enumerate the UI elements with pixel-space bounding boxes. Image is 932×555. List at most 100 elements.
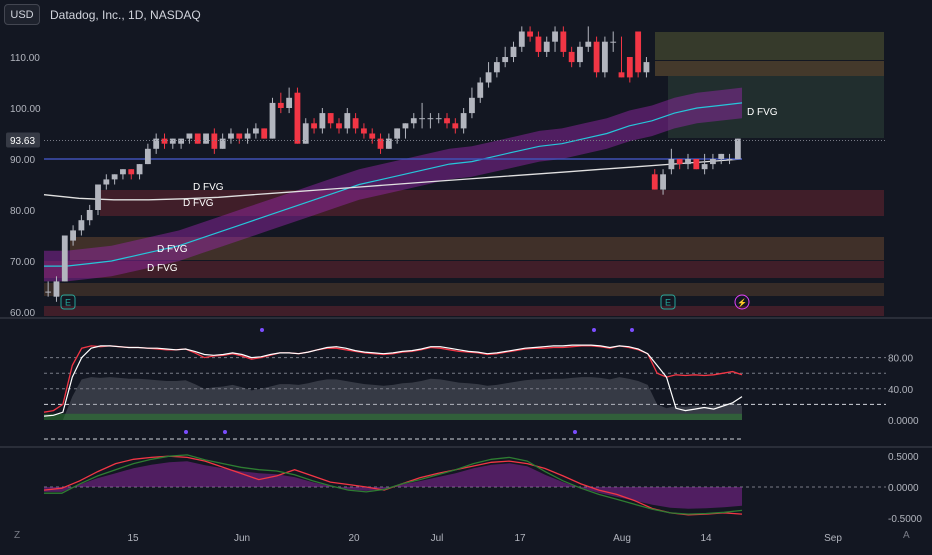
candle-body[interactable] bbox=[78, 220, 85, 231]
earnings-marker[interactable] bbox=[660, 294, 676, 310]
candle-body[interactable] bbox=[369, 133, 376, 139]
candle-body[interactable] bbox=[676, 159, 683, 165]
candle-body[interactable] bbox=[86, 210, 93, 221]
candle-body[interactable] bbox=[103, 179, 110, 185]
candle-body[interactable] bbox=[385, 138, 392, 149]
x-tick-label: Jun bbox=[234, 533, 250, 544]
candle-body[interactable] bbox=[269, 102, 276, 139]
candle-body[interactable] bbox=[70, 230, 76, 241]
candle-body[interactable] bbox=[410, 118, 417, 124]
candle-body[interactable] bbox=[128, 169, 135, 175]
candle-body[interactable] bbox=[169, 138, 176, 144]
candle-body[interactable] bbox=[444, 118, 450, 124]
lightning-icon[interactable] bbox=[734, 294, 750, 310]
earnings-marker[interactable] bbox=[60, 294, 76, 310]
candle-body[interactable] bbox=[120, 169, 126, 175]
candle-body[interactable] bbox=[302, 123, 309, 144]
candle-body[interactable] bbox=[469, 97, 475, 114]
candle-body[interactable] bbox=[502, 57, 509, 63]
candle-body[interactable] bbox=[277, 102, 284, 108]
candle-body[interactable] bbox=[327, 113, 334, 124]
candle-body[interactable] bbox=[361, 128, 367, 134]
candle-body[interactable] bbox=[552, 31, 558, 42]
candle-body[interactable] bbox=[618, 72, 625, 78]
candle-body[interactable] bbox=[560, 31, 567, 52]
candle-body[interactable] bbox=[585, 41, 592, 47]
zoom-button[interactable]: Z bbox=[14, 530, 21, 541]
candle-body[interactable] bbox=[144, 148, 151, 165]
candle-body[interactable] bbox=[626, 57, 633, 78]
candle-body[interactable] bbox=[136, 164, 143, 175]
candle-body[interactable] bbox=[685, 159, 691, 165]
candle-body[interactable] bbox=[286, 97, 293, 108]
candle-body[interactable] bbox=[319, 113, 326, 129]
currency-button[interactable]: USD bbox=[4, 4, 40, 25]
candle-body[interactable] bbox=[178, 138, 185, 144]
candle-body[interactable] bbox=[701, 164, 708, 170]
candle-body[interactable] bbox=[510, 46, 517, 57]
candle-body[interactable] bbox=[460, 113, 467, 129]
candle-body[interactable] bbox=[610, 41, 617, 43]
candle-body[interactable] bbox=[244, 133, 251, 139]
candle-body[interactable] bbox=[660, 174, 666, 190]
fvg-zone bbox=[655, 61, 884, 76]
signal-dot bbox=[184, 430, 188, 434]
candle-body[interactable] bbox=[352, 118, 359, 129]
candle-body[interactable] bbox=[710, 159, 716, 165]
candle-body[interactable] bbox=[493, 62, 500, 73]
candle-body[interactable] bbox=[394, 128, 401, 139]
fvg-label: D FVG bbox=[157, 244, 188, 255]
candle-body[interactable] bbox=[194, 133, 201, 144]
candle-body[interactable] bbox=[261, 128, 268, 139]
candle-body[interactable] bbox=[211, 133, 218, 149]
candle-body[interactable] bbox=[419, 118, 425, 120]
y-tick-label: 90.00 bbox=[10, 155, 35, 166]
candle-body[interactable] bbox=[668, 159, 675, 170]
candle-body[interactable] bbox=[543, 41, 550, 52]
candle-body[interactable] bbox=[311, 123, 317, 129]
candle-body[interactable] bbox=[718, 153, 725, 159]
candle-body[interactable] bbox=[643, 62, 650, 73]
candle-body[interactable] bbox=[435, 118, 442, 120]
candle-body[interactable] bbox=[518, 31, 525, 47]
auto-scale-button[interactable]: A bbox=[903, 530, 910, 541]
candle-body[interactable] bbox=[593, 41, 600, 73]
candle-body[interactable] bbox=[734, 138, 741, 159]
candle-body[interactable] bbox=[577, 46, 583, 63]
candle-body[interactable] bbox=[336, 123, 342, 129]
candle-body[interactable] bbox=[153, 138, 160, 149]
candle-body[interactable] bbox=[693, 159, 700, 170]
candle-body[interactable] bbox=[485, 72, 492, 83]
candle-body[interactable] bbox=[726, 159, 733, 160]
candle-body[interactable] bbox=[161, 138, 168, 144]
candle-body[interactable] bbox=[635, 31, 642, 73]
candle-body[interactable] bbox=[651, 174, 658, 190]
candle-body[interactable] bbox=[568, 51, 575, 63]
fvg-label: D FVG bbox=[747, 107, 778, 118]
candle-body[interactable] bbox=[527, 31, 534, 37]
candle-body[interactable] bbox=[601, 41, 608, 73]
candle-body[interactable] bbox=[219, 138, 226, 149]
candle-body[interactable] bbox=[294, 92, 301, 144]
candle-body[interactable] bbox=[95, 184, 101, 211]
candle-body[interactable] bbox=[45, 291, 52, 293]
candle-body[interactable] bbox=[344, 113, 351, 129]
candle-body[interactable] bbox=[477, 82, 484, 98]
candle-body[interactable] bbox=[203, 133, 209, 144]
candle-body[interactable] bbox=[427, 118, 434, 120]
candle-body[interactable] bbox=[452, 123, 459, 129]
signal-dot bbox=[223, 430, 227, 434]
candle-body[interactable] bbox=[61, 235, 68, 282]
candle-body[interactable] bbox=[111, 174, 118, 180]
candle-body[interactable] bbox=[186, 133, 193, 139]
candle-body[interactable] bbox=[53, 281, 60, 297]
candle-body[interactable] bbox=[535, 36, 542, 52]
candle-body[interactable] bbox=[252, 128, 259, 134]
candle-body[interactable] bbox=[402, 123, 409, 129]
mom-line-green bbox=[44, 454, 743, 515]
candle-body[interactable] bbox=[228, 133, 234, 139]
candle-body[interactable] bbox=[236, 133, 243, 139]
candle-body[interactable] bbox=[377, 138, 384, 149]
